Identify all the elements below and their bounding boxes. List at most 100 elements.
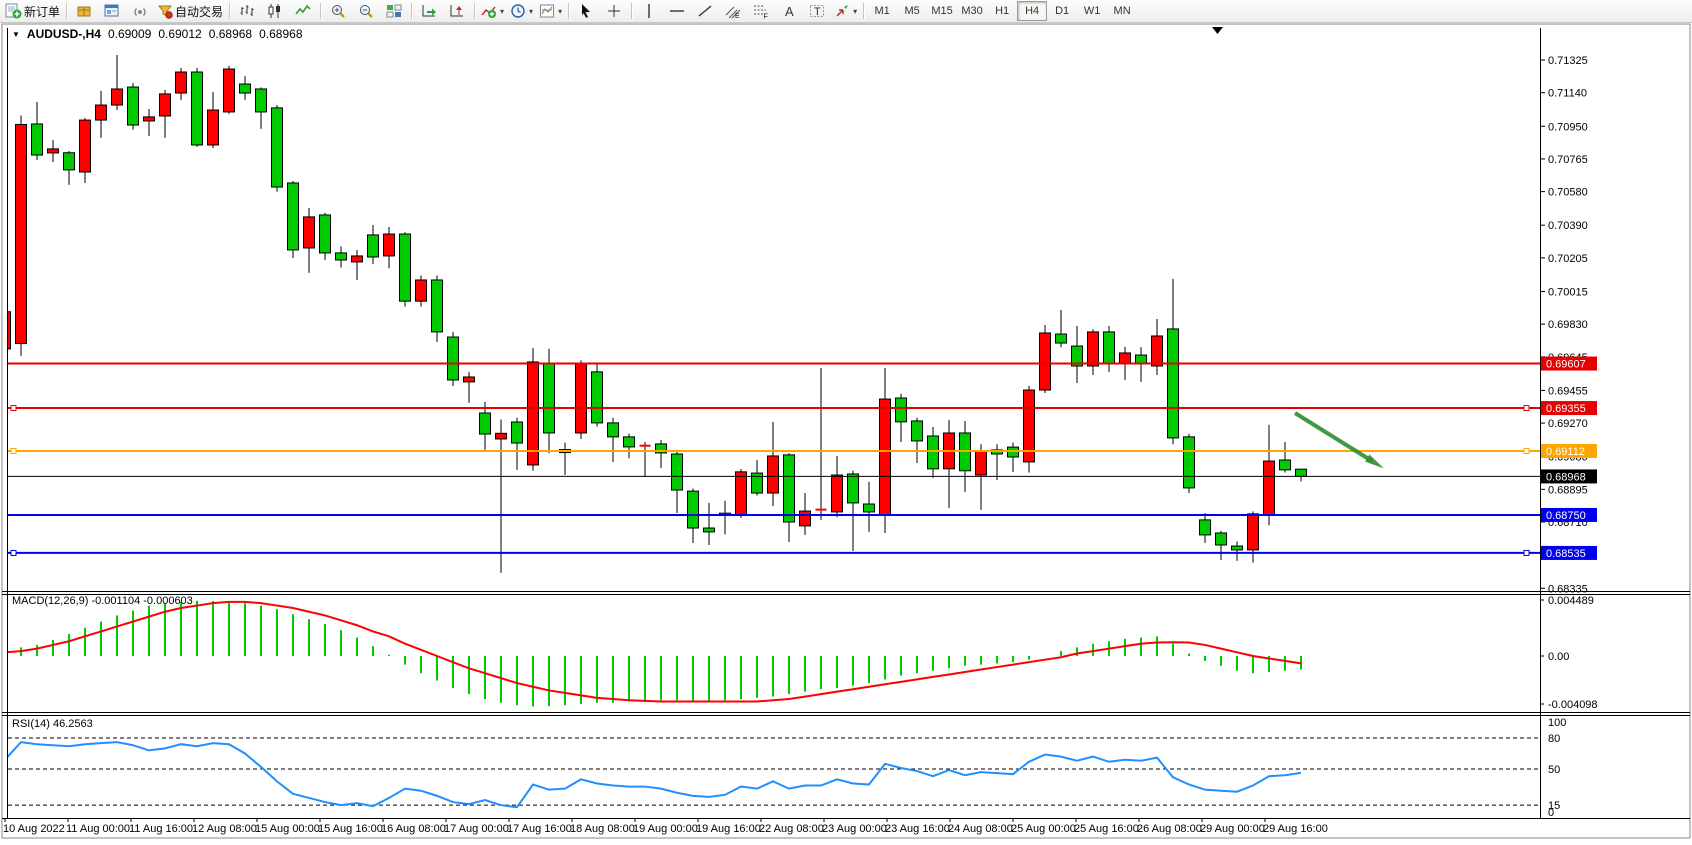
hline-price-box — [1541, 443, 1597, 458]
equidistant-channel-button[interactable]: E — [719, 0, 747, 22]
candle-body — [287, 182, 299, 251]
candle-body — [367, 234, 379, 258]
rsi-axis-label: 50 — [1548, 764, 1560, 776]
price-tick-label: 0.71140 — [1548, 88, 1587, 100]
time-tick-label: 24 Aug 08:00 — [948, 823, 1013, 835]
hline-handle — [1523, 549, 1530, 556]
candle-body — [575, 363, 587, 434]
templates-button[interactable]: ▾ — [536, 0, 565, 22]
vertical-line-button[interactable] — [635, 0, 663, 22]
text-button[interactable]: A — [775, 0, 803, 22]
candle-body — [8, 311, 11, 350]
chart-dropdown-icon[interactable]: ▼ — [12, 29, 20, 39]
arrows-button[interactable]: ▾ — [831, 0, 860, 22]
hline-price-label: 0.69355 — [1546, 403, 1586, 415]
autotrade-button[interactable]: 自动交易 — [154, 0, 226, 22]
macd-signal-line — [8, 600, 1302, 703]
zoom-out-button[interactable] — [352, 0, 380, 22]
candle-body — [1167, 328, 1179, 439]
cursor-button[interactable] — [572, 0, 600, 22]
new-order-button-label: 新订单 — [24, 4, 61, 19]
chart-shift-button[interactable] — [443, 0, 471, 22]
toolbar-separator — [411, 3, 413, 19]
rsi-axis-label: 80 — [1548, 733, 1560, 745]
svg-text:F: F — [764, 14, 768, 20]
new-order-button[interactable]: 新订单 — [2, 0, 63, 22]
time-tick-label: 19 Aug 16:00 — [696, 823, 761, 835]
yellow-box-button[interactable] — [70, 0, 98, 22]
timeframe-button-H1[interactable]: H1 — [995, 5, 1010, 17]
hline-handle — [10, 549, 17, 556]
rsi-label: RSI(14) 46.2563 — [12, 718, 93, 730]
price-tick-label: 0.70950 — [1548, 121, 1588, 133]
hline-price-box — [1541, 356, 1597, 371]
svg-text:A: A — [785, 4, 794, 19]
horizontal-line-button[interactable] — [663, 0, 691, 22]
main-toolbar: 新订单 自动交易 ▾ ▾ ▾ E F A T ▾ M1 M5 M15 M30 H1 H4 D1 W1 MN — [0, 0, 1692, 23]
hline-price-label: 0.68750 — [1546, 510, 1586, 522]
candle-body — [1103, 331, 1115, 364]
time-tick-label: 19 Aug 00:00 — [633, 823, 698, 835]
time-tick-label: 29 Aug 16:00 — [1263, 823, 1328, 835]
bar-chart-button[interactable] — [233, 0, 261, 22]
candle-body — [735, 471, 747, 516]
dropdown-caret-icon: ▾ — [500, 6, 505, 16]
timeframe-button-M30[interactable]: M30 — [961, 5, 983, 17]
periods-button[interactable]: ▾ — [507, 0, 536, 22]
time-tick-label: 29 Aug 00:00 — [1200, 823, 1265, 835]
candle-body — [159, 93, 171, 117]
trendline-button[interactable] — [691, 0, 719, 22]
text-label-button[interactable]: T — [803, 0, 831, 22]
candle-body — [511, 421, 523, 444]
candle-body — [767, 455, 779, 494]
candle-body — [223, 68, 235, 113]
candle-body — [927, 435, 939, 470]
timeframe-button-MN[interactable]: MN — [1113, 5, 1131, 17]
terminal-window-button[interactable] — [98, 0, 126, 22]
tile-windows-button[interactable] — [380, 0, 408, 22]
timeframe-button-D1[interactable]: D1 — [1055, 5, 1070, 17]
signal-button[interactable] — [126, 0, 154, 22]
candle-body — [799, 510, 811, 527]
timeframe-button-M1[interactable]: M1 — [874, 5, 890, 17]
macd-axis-label: -0.004098 — [1548, 699, 1598, 711]
candle-body — [479, 412, 491, 435]
candlestick-chart-button[interactable] — [261, 0, 289, 22]
price-tick-label: 0.71325 — [1548, 55, 1588, 67]
candle-body — [111, 88, 123, 106]
indicators-button[interactable]: ▾ — [478, 0, 507, 22]
timeframe-button-M15[interactable]: M15 — [931, 5, 953, 17]
zoom-in-button[interactable] — [324, 0, 352, 22]
line-chart-button[interactable] — [289, 0, 317, 22]
crosshair-button[interactable] — [600, 0, 628, 22]
autotrade-button-label: 自动交易 — [175, 4, 224, 19]
rsi-axis-label: 100 — [1548, 717, 1566, 729]
time-tick-label: 11 Aug 00:00 — [66, 823, 130, 835]
candle-body — [1151, 335, 1163, 367]
hline-price-label: 0.68535 — [1546, 548, 1586, 560]
candle-body — [399, 233, 411, 302]
time-tick-label: 12 Aug 08:00 — [192, 823, 257, 835]
candle-body — [63, 152, 75, 171]
auto-scroll-button[interactable] — [415, 0, 443, 22]
timeframe-button-W1[interactable]: W1 — [1083, 5, 1101, 17]
candle-body — [607, 422, 619, 438]
timeframe-button-H4[interactable]: H4 — [1017, 1, 1048, 21]
hline-price-label: 0.69607 — [1546, 359, 1586, 371]
timeframe-button-M5[interactable]: M5 — [904, 5, 920, 17]
candle-body — [335, 252, 347, 261]
time-tick-label: 25 Aug 00:00 — [1011, 823, 1076, 835]
quote-open: 0.69009 — [107, 27, 152, 41]
price-tick-label: 0.70765 — [1548, 154, 1588, 166]
time-tick-label: 18 Aug 08:00 — [570, 823, 635, 835]
candle-body — [1039, 332, 1051, 391]
time-tick-label: 23 Aug 16:00 — [885, 823, 950, 835]
price-tick-label: 0.69830 — [1548, 319, 1588, 331]
hline-price-box — [1541, 545, 1597, 560]
chart-window-border — [1, 23, 1691, 839]
fibonacci-button[interactable]: F — [747, 0, 775, 22]
price-tick-label: 0.69455 — [1548, 385, 1588, 397]
hline-handle — [1523, 405, 1530, 412]
candle-body — [431, 279, 443, 333]
